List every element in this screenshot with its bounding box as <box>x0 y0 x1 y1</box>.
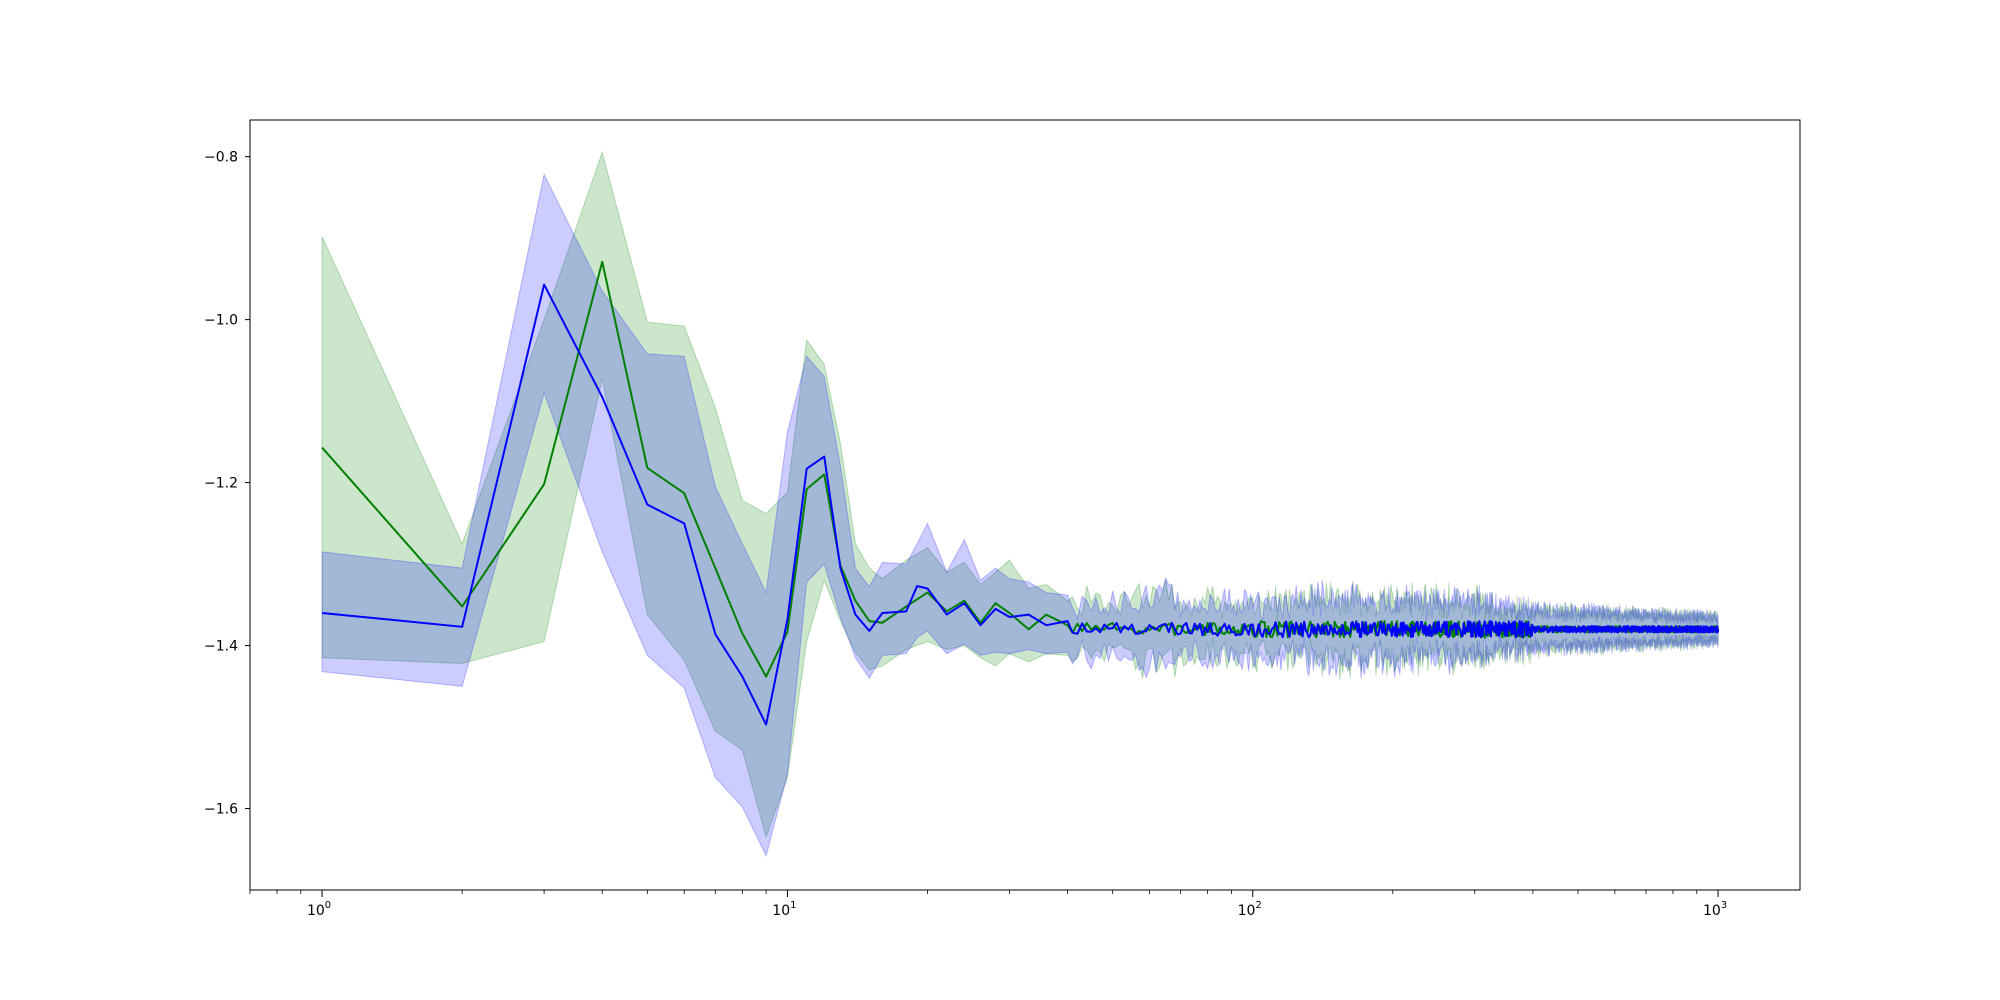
axes-frame <box>249 119 1801 891</box>
y-axis: −0.8 −1.0 −1.2 −1.4 −1.6 <box>204 150 250 818</box>
plot-area <box>321 150 1720 858</box>
y-tick-label: −1.6 <box>204 802 238 818</box>
series-1-confidence-band <box>321 150 1719 839</box>
x-tick-label: 102 <box>1238 900 1262 919</box>
series-2-confidence-band <box>321 173 1719 858</box>
y-tick-label: −1.0 <box>204 313 238 329</box>
x-tick-label: 100 <box>307 900 331 919</box>
y-tick-label: −1.2 <box>204 476 238 492</box>
x-tick-label: 103 <box>1703 900 1727 919</box>
series-2-line <box>321 283 1720 726</box>
x-axis: 100 101 102 103 <box>249 890 1727 919</box>
y-tick-label: −1.4 <box>204 639 238 655</box>
y-tick-label: −0.8 <box>204 150 238 166</box>
x-tick-label: 101 <box>772 900 796 919</box>
